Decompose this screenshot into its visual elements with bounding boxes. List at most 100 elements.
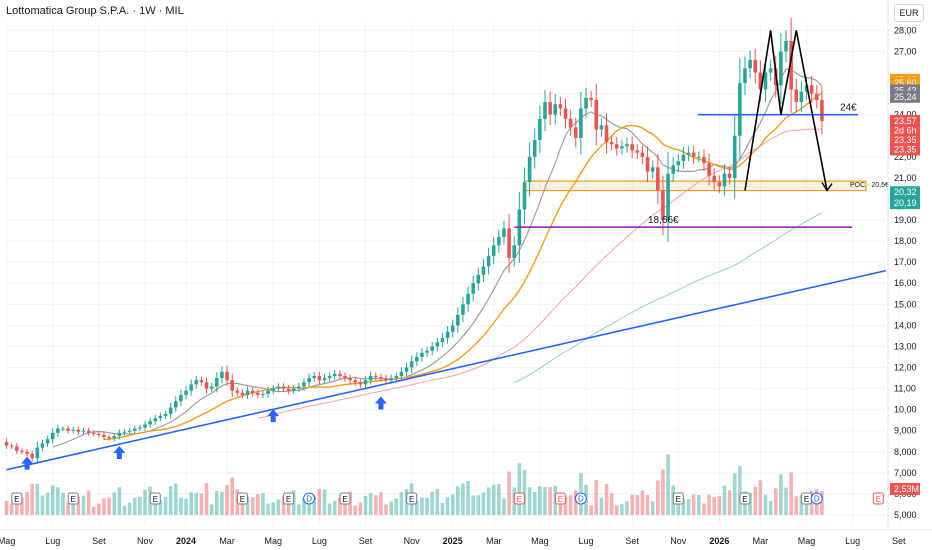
price-label: 25,43 — [894, 85, 917, 95]
candle-body — [297, 386, 301, 389]
candle-body — [497, 236, 501, 246]
price-label: 25,60 — [894, 78, 917, 88]
volume-bar — [225, 484, 229, 515]
earnings-marker — [149, 492, 161, 505]
candle-body — [389, 378, 393, 381]
volume-bar — [271, 502, 276, 515]
candle-body — [661, 190, 665, 221]
candle-body — [732, 135, 737, 178]
price-tick-label: 5,000 — [894, 510, 917, 520]
candle-body — [758, 72, 763, 90]
volume-bar — [261, 493, 265, 515]
volume-bar — [204, 483, 209, 515]
volume-bar — [71, 501, 76, 515]
candle-body — [338, 373, 342, 376]
volume-bar — [753, 486, 758, 515]
time-tick-label: Mag — [264, 536, 282, 546]
candle-body — [799, 91, 804, 103]
candle-body — [117, 432, 122, 436]
price-tick-label: 24,00 — [894, 110, 917, 120]
volume-bar — [435, 488, 440, 515]
price-axis: 28,0027,0025,0024,0022,0021,0019,0018,00… — [887, 0, 920, 530]
volume-bar — [158, 499, 163, 515]
candle-body — [445, 331, 450, 339]
candle-body — [384, 378, 388, 381]
time-axis: Mag Lug Set Nov 2024 Mar Mag Lug Set Nov 2025 Mar Ma… — [0, 529, 932, 546]
candle-body — [158, 415, 163, 419]
candle-body — [91, 432, 96, 434]
price-label-box — [890, 124, 920, 137]
volume-bar — [548, 487, 552, 515]
volume-bar — [50, 485, 55, 515]
time-tick-label: Set — [892, 536, 906, 546]
currency-selector[interactable]: EUR — [894, 4, 924, 22]
candle-body — [368, 375, 373, 381]
price-tick-label: 11,00 — [894, 384, 916, 394]
price-tick-label: 12,00 — [894, 363, 917, 373]
candle-body — [635, 150, 640, 153]
candle-body — [266, 390, 270, 394]
volume-bar — [666, 454, 670, 515]
earnings-marker — [739, 492, 751, 505]
candle-body — [71, 429, 76, 431]
earnings-marker-label: E — [14, 495, 19, 504]
candle-body — [261, 393, 265, 395]
volume-bar — [194, 492, 199, 515]
volume-bar — [97, 503, 101, 515]
price-tick-label: 14,00 — [894, 320, 917, 330]
volume-bar — [35, 483, 40, 515]
candle-body — [250, 390, 255, 393]
candle-body — [738, 83, 742, 136]
earnings-marker — [672, 492, 684, 505]
volume-bar — [389, 501, 393, 515]
volume-bar — [20, 497, 24, 515]
candle-body — [56, 428, 60, 433]
volume-bar — [635, 495, 640, 515]
candle-body — [148, 421, 152, 425]
time-tick-label: Mar — [753, 536, 769, 546]
volume-bar — [789, 472, 793, 515]
candle-body — [204, 382, 209, 389]
candle-body — [132, 428, 137, 431]
price-label: 23,57 — [894, 116, 917, 126]
candle-body — [332, 373, 337, 376]
volume-bar — [25, 491, 29, 515]
volume-bar — [122, 505, 127, 515]
candle-body — [102, 434, 106, 438]
candle-body — [415, 356, 419, 362]
volume-bar — [256, 494, 260, 515]
volume-bar — [230, 477, 234, 515]
candle-body — [579, 108, 583, 138]
candle-body — [702, 156, 706, 164]
candle-body — [614, 144, 619, 149]
candle-body — [435, 342, 440, 347]
volume-bar — [127, 502, 132, 515]
volume-bar — [604, 483, 609, 515]
earnings-marker-label: E — [71, 495, 76, 504]
volume-bar — [112, 492, 117, 515]
candle-body — [568, 118, 573, 128]
volume-bar — [163, 496, 168, 515]
candle-body — [286, 388, 291, 391]
time-tick-label: Lug — [45, 536, 60, 546]
volume-bar — [353, 505, 358, 515]
candle-body — [604, 125, 609, 143]
volume-bar — [209, 504, 214, 515]
candle-body — [66, 428, 70, 431]
time-tick-label: Mar — [219, 536, 235, 546]
candle-body — [379, 377, 383, 379]
candle-body — [527, 156, 532, 183]
volume-bar — [656, 480, 660, 515]
price-tick-label: 19,00 — [894, 215, 917, 225]
earnings-marker — [872, 492, 884, 505]
candle-body — [194, 380, 199, 385]
candle-body — [656, 167, 660, 191]
volume-bar — [332, 500, 337, 515]
volume-bar — [625, 501, 629, 515]
candle-body — [763, 72, 768, 90]
time-tick-label: Set — [625, 536, 639, 546]
candle-body — [620, 146, 624, 149]
candle-body — [809, 85, 814, 94]
candle-body — [814, 93, 819, 100]
